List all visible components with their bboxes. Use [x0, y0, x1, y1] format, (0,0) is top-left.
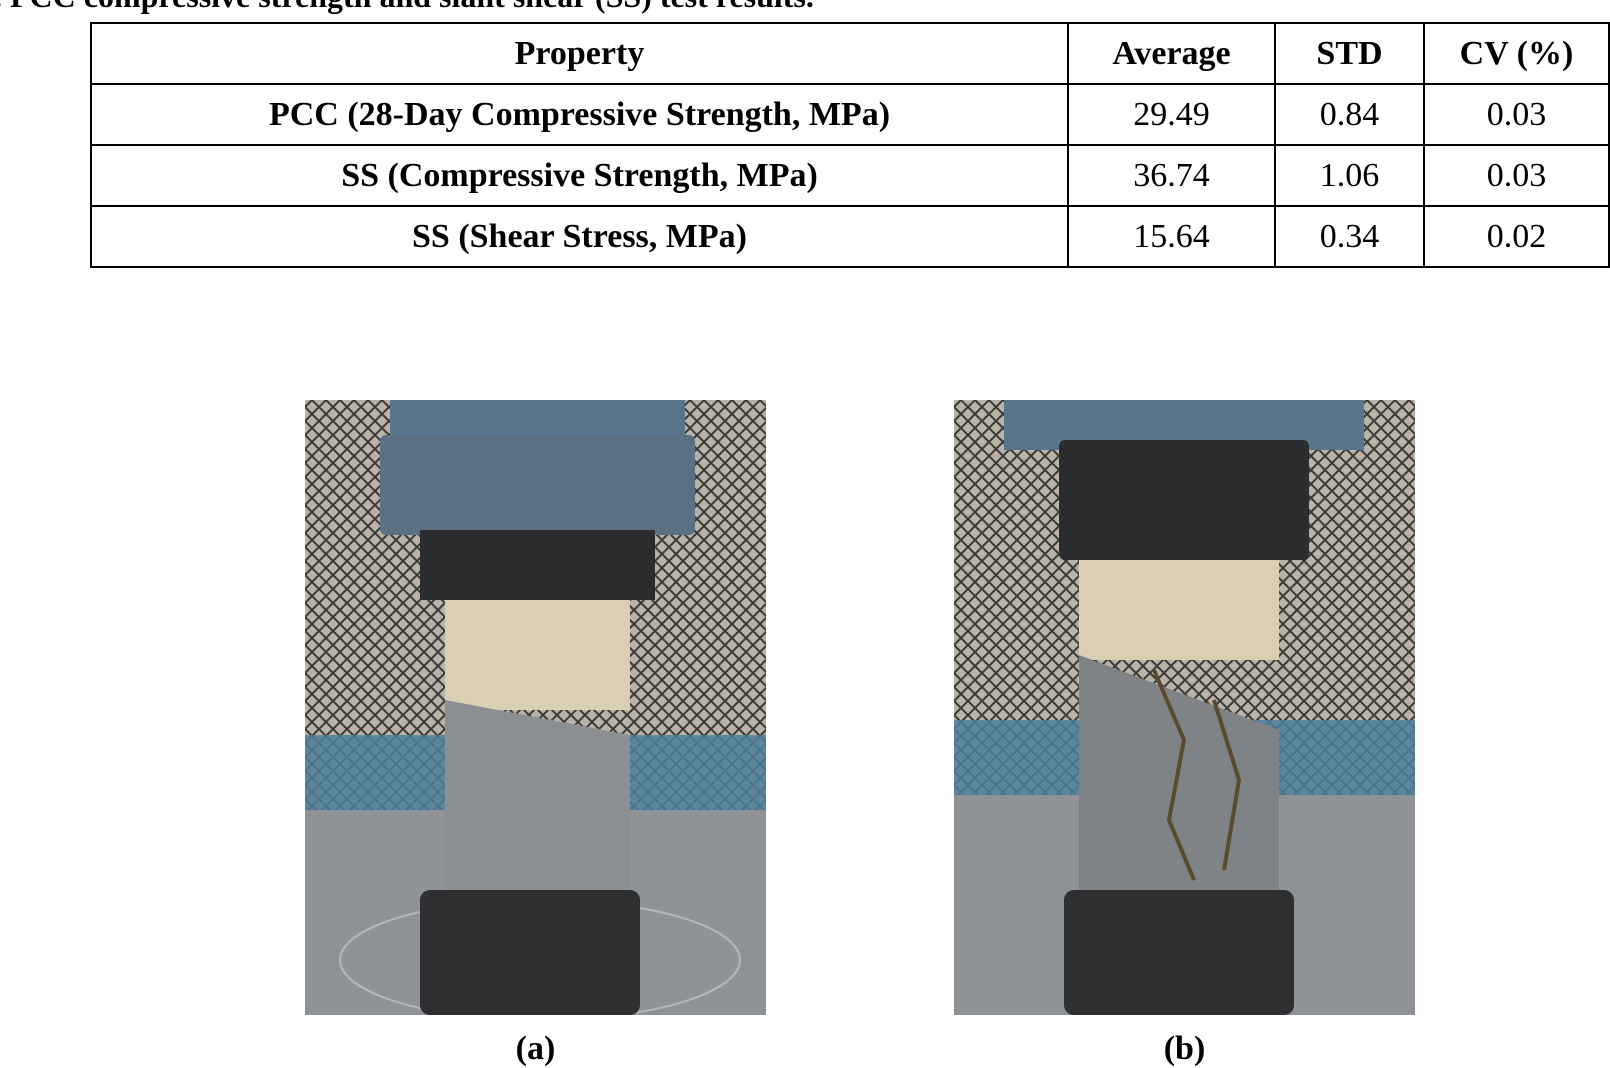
value-cell: 0.34: [1274, 205, 1425, 268]
photo-a: [305, 400, 766, 1015]
value-cell: 0.84: [1274, 83, 1425, 146]
figure-label: (b): [1163, 1030, 1206, 1067]
header-cell: Average: [1067, 22, 1276, 85]
figure-label: (a): [515, 1030, 556, 1067]
property-cell: SS (Shear Stress, MPa): [90, 205, 1069, 268]
header-cell: CV (%): [1423, 22, 1610, 85]
value-cell: 0.03: [1423, 144, 1610, 207]
table-body: PCC (28-Day Compressive Strength, MPa) 29…: [90, 83, 1610, 268]
photo-b: [954, 400, 1415, 1015]
property-cell: PCC (28-Day Compressive Strength, MPa): [90, 83, 1069, 146]
header-row: Property Average STD CV (%): [90, 22, 1610, 85]
table-row: PCC (28-Day Compressive Strength, MPa) 29…: [90, 83, 1610, 146]
table-row: SS (Shear Stress, MPa) 15.64 0.34 0.02: [90, 205, 1610, 268]
value-cell: 15.64: [1067, 205, 1276, 268]
value-cell: 0.02: [1423, 205, 1610, 268]
header-cell: Property: [90, 22, 1069, 85]
table-row: SS (Compressive Strength, MPa) 36.74 1.06 0…: [90, 144, 1610, 207]
value-cell: 29.49: [1067, 83, 1276, 146]
table-caption: . PCC compressive strength and slant she…: [0, 0, 814, 15]
value-cell: 1.06: [1274, 144, 1425, 207]
value-cell: 36.74: [1067, 144, 1276, 207]
property-cell: SS (Compressive Strength, MPa): [90, 144, 1069, 207]
header-cell: STD: [1274, 22, 1425, 85]
value-cell: 0.03: [1423, 83, 1610, 146]
results-table: Property Average STD CV (%) PCC (28-Day …: [90, 22, 1610, 268]
